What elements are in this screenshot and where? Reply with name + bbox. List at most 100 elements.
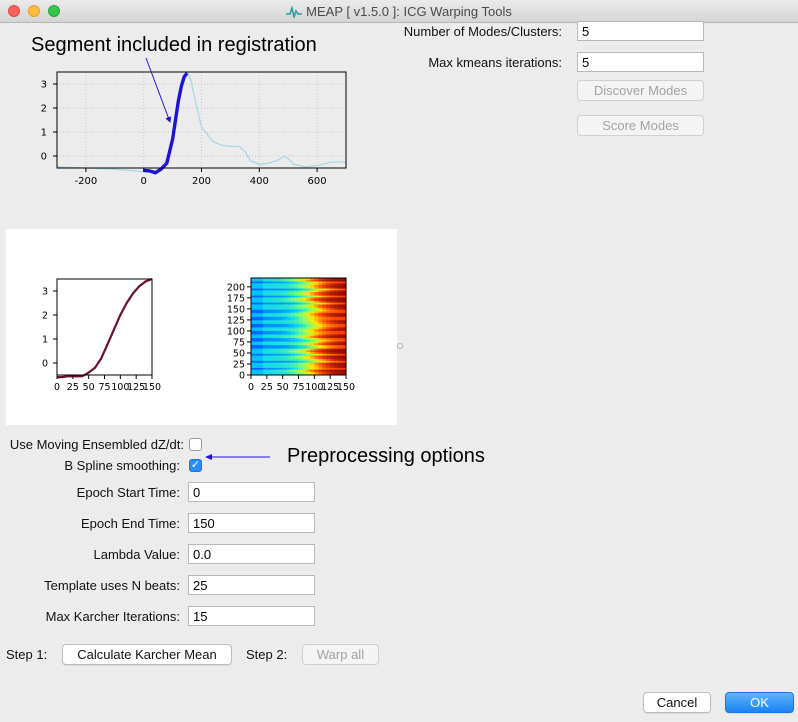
heatmap-cell: [334, 350, 339, 353]
heatmap-cell: [322, 316, 327, 319]
heatmap-cell: [302, 315, 307, 318]
heatmap-cell: [251, 322, 256, 325]
heatmap-cell: [262, 290, 268, 293]
heatmap-cell: [278, 302, 284, 305]
heatmap-cell: [278, 353, 284, 356]
epoch-end-label: Epoch End Time:: [81, 516, 180, 531]
heatmap-cell: [314, 286, 319, 289]
heatmap-cell: [330, 288, 335, 291]
close-window-button[interactable]: [8, 5, 20, 17]
heatmap-cell: [290, 341, 295, 344]
heatmap-cell: [306, 309, 311, 312]
heatmap-cell: [310, 302, 315, 305]
splitter-handle[interactable]: [397, 343, 403, 349]
heatmap-cell: [322, 286, 327, 289]
heatmap-cell: [278, 373, 284, 376]
heatmap-cell: [302, 302, 307, 305]
heatmap-cell: [322, 283, 327, 286]
epoch-start-input[interactable]: [188, 482, 315, 502]
heatmap-cell: [326, 373, 331, 376]
heatmap-cell: [282, 290, 288, 293]
heatmap-cell: [334, 362, 339, 365]
zoom-window-button[interactable]: [48, 5, 60, 17]
heatmap-cell: [314, 311, 319, 314]
heatmap-cell: [270, 292, 276, 295]
heatmap-cell: [290, 350, 295, 353]
heatmap-cell: [322, 307, 327, 311]
heatmap-cell: [278, 369, 284, 372]
heatmap-cell: [306, 299, 311, 302]
heatmap-cell: [330, 293, 335, 297]
heatmap-cell: [298, 286, 303, 289]
bspline-checkbox[interactable]: ✓: [189, 459, 202, 472]
heatmap-cell: [254, 371, 260, 374]
heatmap-cell: [270, 348, 276, 351]
num-modes-input[interactable]: [577, 21, 704, 41]
heatmap-cell: [318, 339, 323, 342]
heatmap-cell: [282, 316, 288, 319]
heatmap-cell: [314, 350, 319, 353]
heatmap-cell: [342, 334, 347, 337]
heatmap-cell: [306, 362, 311, 365]
minimize-window-button[interactable]: [28, 5, 40, 17]
heatmap-cell: [330, 341, 335, 344]
heatmap-cell: [342, 329, 347, 332]
heatmap-cell: [314, 300, 319, 304]
heatmap-cell: [342, 352, 347, 355]
heatmap-cell: [338, 283, 343, 286]
template-beats-input[interactable]: [188, 575, 315, 595]
heatmap-cell: [310, 278, 315, 281]
heatmap-cell: [314, 320, 319, 323]
heatmap-cell: [294, 350, 299, 353]
warp-all-button[interactable]: Warp all: [302, 644, 379, 665]
heatmap-cell: [282, 350, 288, 353]
heatmap-cell: [326, 353, 331, 356]
heatmap-cell: [282, 352, 288, 355]
y-tick-label: 2: [41, 104, 47, 115]
heatmap-cell: [298, 299, 303, 302]
heatmap-cell: [290, 330, 295, 334]
heatmap-cell: [294, 316, 299, 319]
heatmap-cell: [266, 315, 272, 318]
heatmap-cell: [334, 330, 339, 334]
heatmap-cell: [306, 336, 311, 339]
cancel-button[interactable]: Cancel: [643, 692, 711, 713]
max-karcher-input[interactable]: [188, 606, 315, 626]
ok-button[interactable]: OK: [725, 692, 794, 713]
heatmap-cell: [342, 332, 347, 335]
heatmap-cell: [322, 285, 327, 288]
heatmap-cell: [266, 369, 272, 372]
heatmap-cell: [298, 329, 303, 332]
heatmap-cell: [266, 300, 272, 304]
heatmap-cell: [298, 320, 303, 323]
heatmap-cell: [294, 371, 299, 374]
heatmap-cell: [310, 292, 315, 295]
lambda-input[interactable]: [188, 544, 315, 564]
heatmap-cell: [318, 353, 323, 356]
x-tick-label: 50: [277, 382, 289, 393]
calculate-karcher-mean-button[interactable]: Calculate Karcher Mean: [62, 644, 232, 665]
x-tick-label: 75: [98, 382, 110, 393]
heatmap-cell: [282, 304, 288, 307]
heatmap-cell: [282, 364, 288, 367]
heatmap-cell: [298, 334, 303, 337]
heatmap-cell: [294, 373, 299, 376]
heatmap-cell: [326, 318, 331, 321]
heatmap-cell: [338, 330, 343, 334]
heatmap-cell: [286, 357, 291, 360]
heatmap-cell: [282, 327, 288, 330]
heatmap-cell: [262, 336, 268, 339]
heatmap-cell: [251, 364, 256, 367]
heatmap-cell: [254, 297, 260, 300]
heatmap-cell: [266, 281, 272, 284]
heatmap-cell: [302, 299, 307, 302]
heatmap-cell: [338, 350, 343, 353]
max-kmeans-input[interactable]: [577, 52, 704, 72]
heatmap-cell: [326, 339, 331, 342]
score-modes-button[interactable]: Score Modes: [577, 115, 704, 136]
discover-modes-button[interactable]: Discover Modes: [577, 80, 704, 101]
epoch-end-input[interactable]: [188, 513, 315, 533]
heatmap-cell: [338, 306, 343, 309]
moving-ensembled-checkbox[interactable]: [189, 438, 202, 451]
heatmap-cell: [314, 346, 319, 349]
